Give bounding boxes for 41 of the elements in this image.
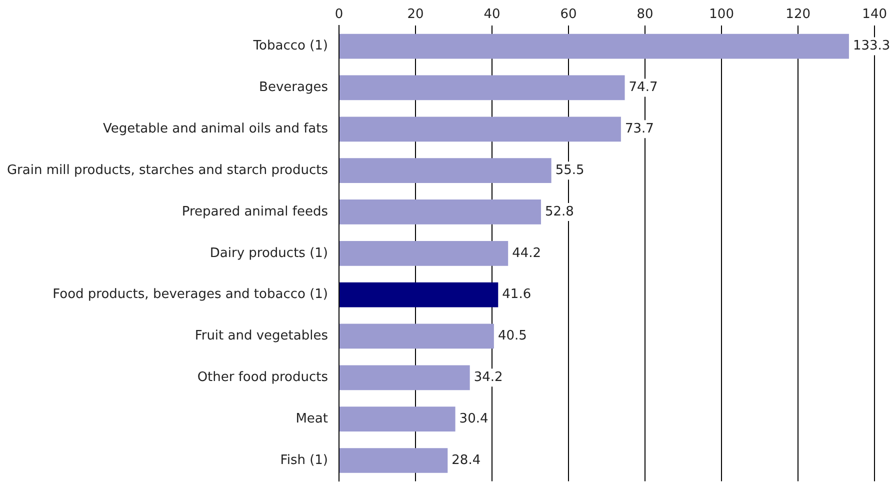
y-tick-label: Fruit and vegetables [194,328,328,344]
y-tick-label: Food products, beverages and tobacco (1) [52,287,328,302]
data-label: 52.8 [544,204,574,220]
bar [340,324,494,349]
x-tick-label: 20 [407,7,424,22]
bar [340,75,625,100]
y-tick-label: Beverages [259,80,328,96]
data-label: 74.7 [628,80,658,96]
y-tick-label: Other food products [197,370,328,386]
x-tick-label: 140 [862,7,888,22]
x-tick-label: 40 [484,7,500,22]
y-tick-label: Tobacco (1) [252,38,328,54]
y-tick-label: Prepared animal feeds [182,204,328,220]
data-label: 34.2 [474,370,503,386]
bar [340,282,498,308]
data-label: 55.5 [555,162,584,178]
data-label: 28.4 [452,452,481,468]
x-tick-label: 100 [709,7,734,22]
x-tick-label: 120 [786,7,810,22]
y-tick-label: Grain mill products, starches and starch products [6,162,328,178]
x-tick-label: 0 [334,7,344,22]
y-tick-label: Vegetable and animal oils and fats [102,122,328,137]
data-label: 44.2 [512,246,542,261]
data-label: 133.3 [852,38,890,54]
y-tick-label: Dairy products (1) [210,246,328,261]
data-label: 41.6 [502,287,532,302]
bar [340,158,552,183]
x-tick-label: 60 [560,7,577,22]
bar [340,448,448,473]
bar [340,116,621,142]
bar [340,406,456,432]
bar [340,200,541,224]
bar [340,240,508,266]
y-tick-label: Meat [296,411,328,426]
data-label: 30.4 [459,411,488,426]
data-label: 40.5 [498,328,527,344]
data-label: 73.7 [624,122,654,137]
bar [340,365,470,390]
x-tick-label: 80 [636,7,654,22]
y-tick-label: Fish (1) [280,452,328,468]
bar [340,34,849,59]
